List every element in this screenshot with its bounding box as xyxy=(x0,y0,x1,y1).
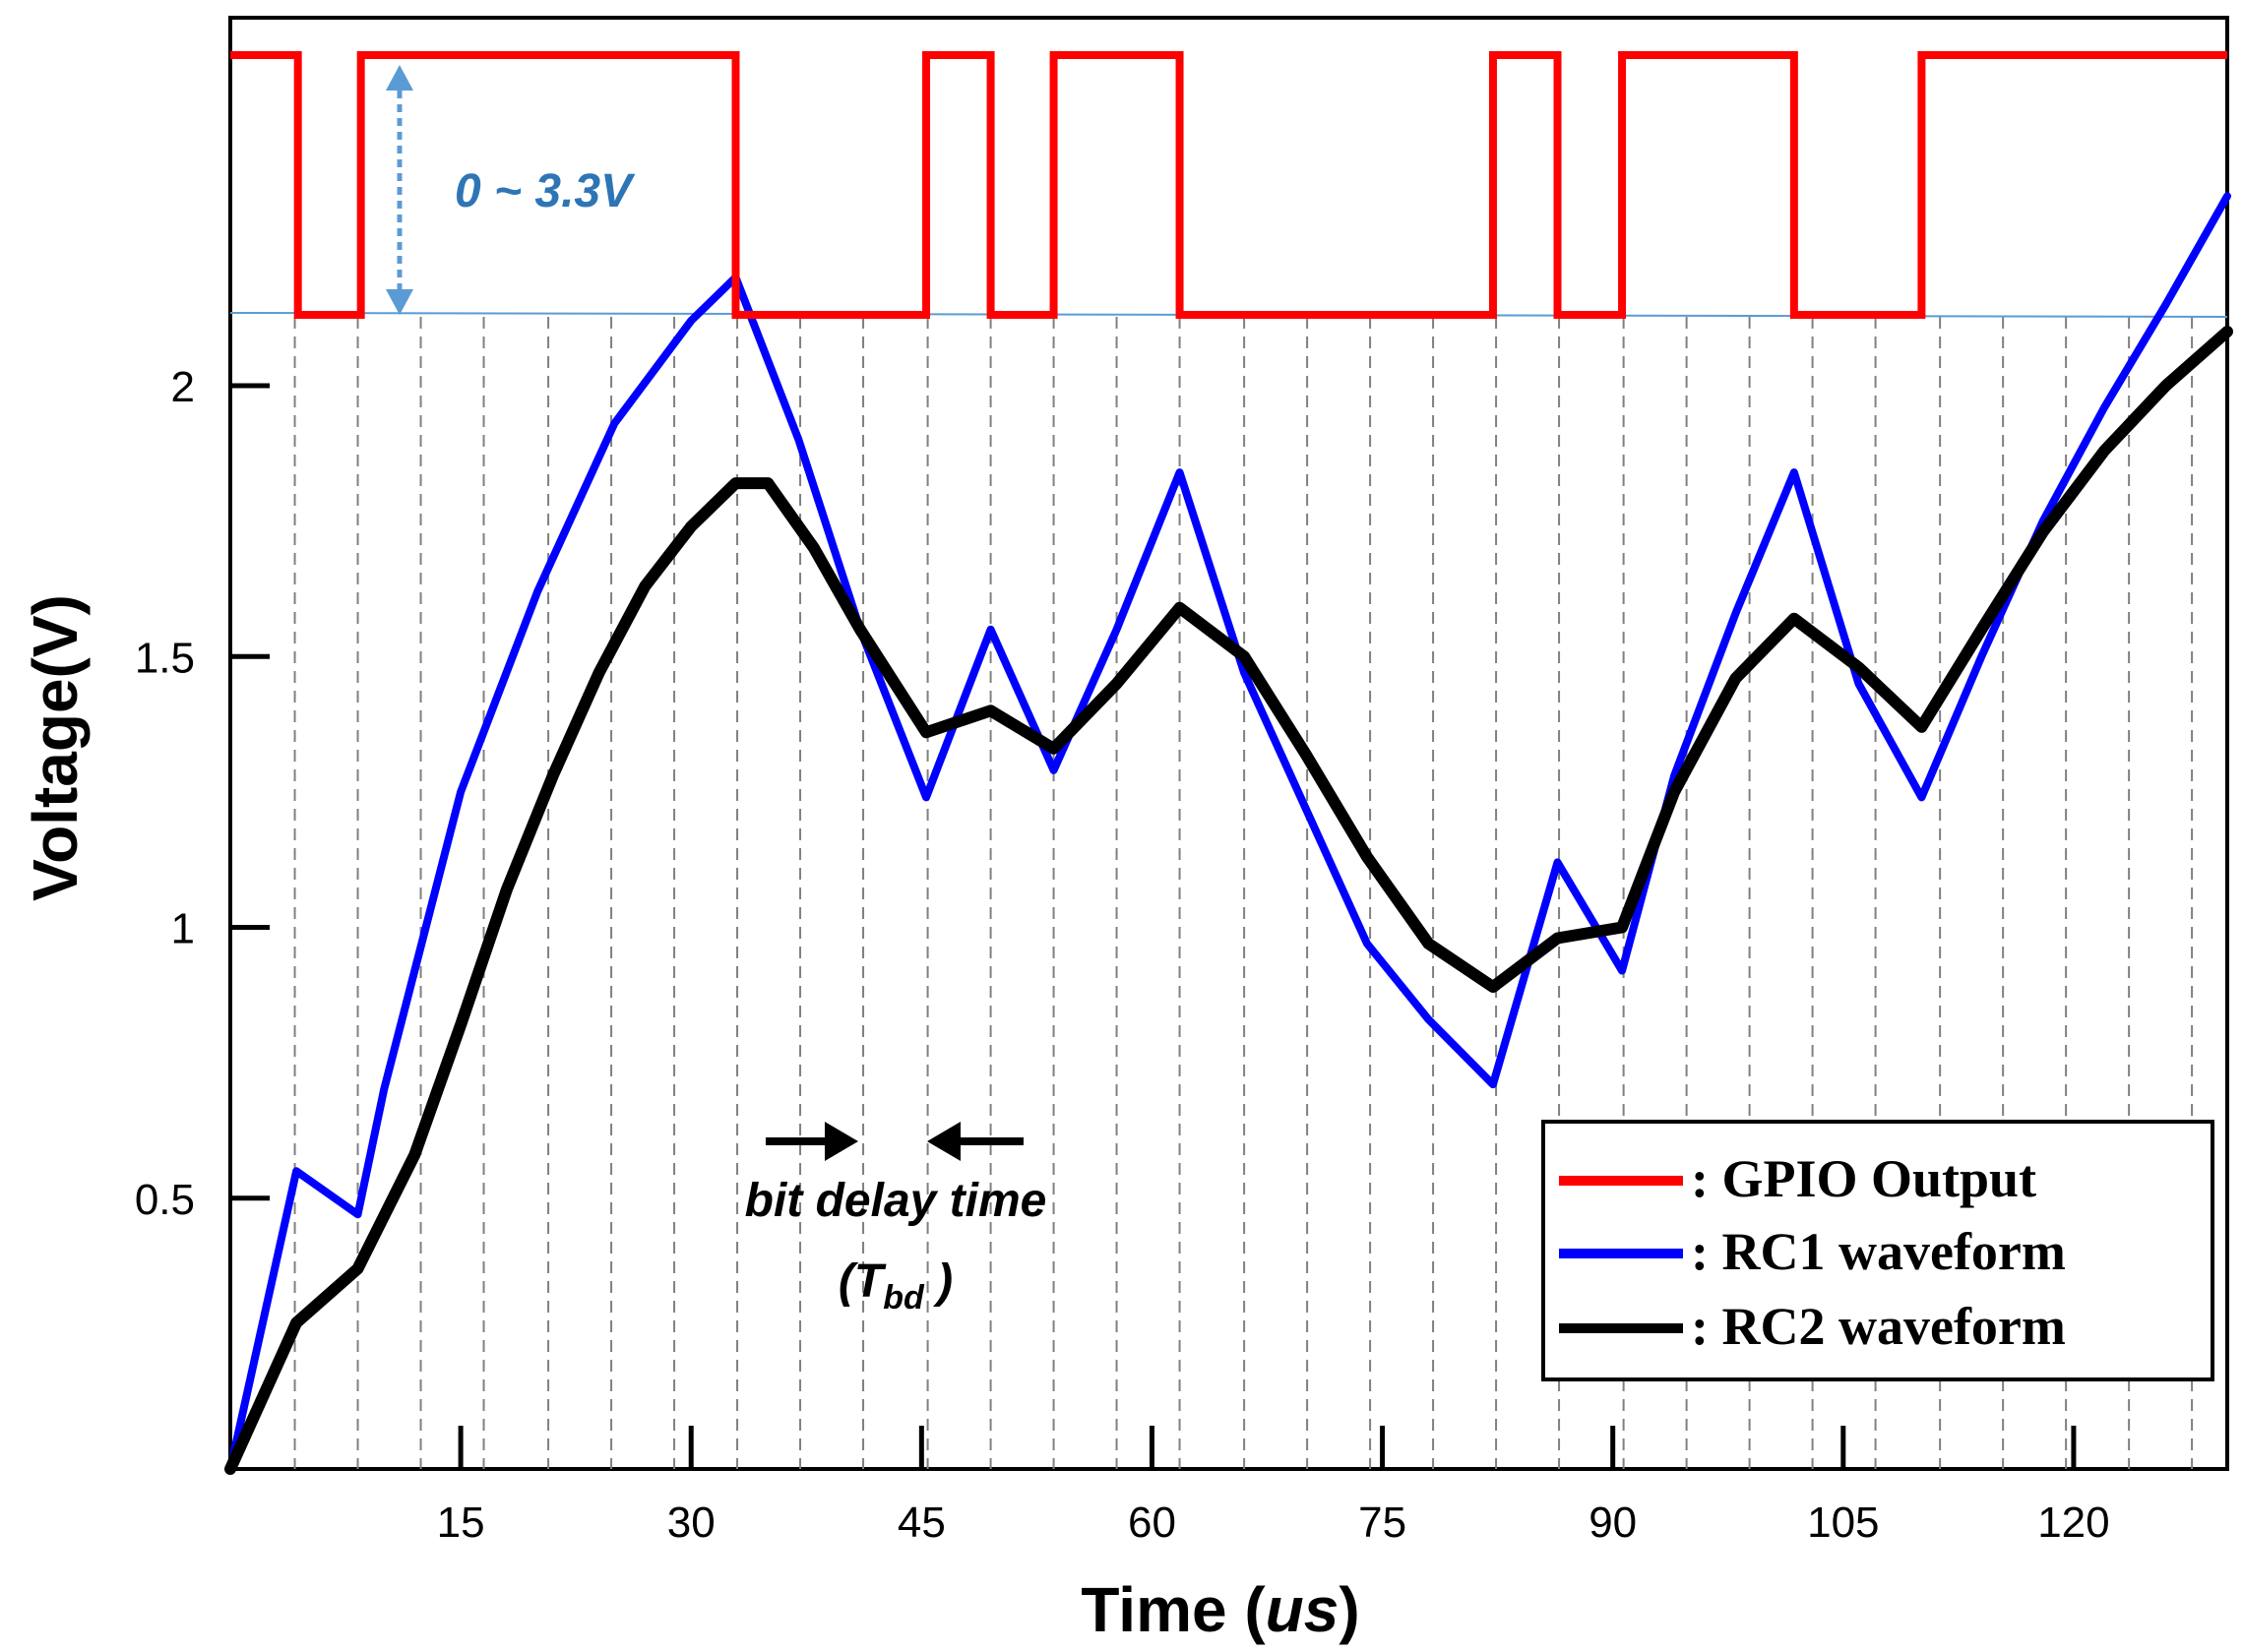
series-rc1-waveform xyxy=(226,192,2231,1473)
x-tick-label-30: 30 xyxy=(667,1499,716,1547)
tbd-open: ( xyxy=(839,1255,859,1308)
legend-label-rc2: : RC2 waveform xyxy=(1691,1297,2066,1356)
x-tick-label-120: 120 xyxy=(2037,1499,2109,1547)
gpio-voltage-note: 0 ~ 3.3V xyxy=(455,165,636,217)
x-axis-title-unit: us xyxy=(1266,1574,1340,1645)
x-tick-label-45: 45 xyxy=(898,1499,946,1547)
y-tick-label-1.5: 1.5 xyxy=(135,634,195,682)
bit-delay-arrows xyxy=(766,1122,1024,1161)
x-axis-title-text: Time ( xyxy=(1081,1574,1266,1645)
bit-delay-label: bit delay time xyxy=(745,1175,1047,1227)
x-axis-ticks: 15 30 45 60 75 90 105 120 xyxy=(437,1426,2110,1547)
y-tick-label-0.5: 0.5 xyxy=(135,1176,195,1224)
x-tick-label-60: 60 xyxy=(1128,1499,1176,1547)
series-rc2-waveform xyxy=(224,325,2233,1475)
bit-boundary-grid xyxy=(293,317,2194,1469)
tbd-label: (Tbd ) xyxy=(839,1255,953,1316)
y-axis-title: Voltage(V) xyxy=(20,594,91,901)
legend-label-gpio: : GPIO Output xyxy=(1691,1149,2036,1208)
tbd-close: ) xyxy=(924,1255,953,1308)
x-axis-title-close: ) xyxy=(1339,1574,1359,1645)
tbd-subscript: bd xyxy=(883,1279,925,1316)
x-tick-label-15: 15 xyxy=(437,1499,485,1547)
y-axis-ticks: 0.5 1 1.5 2 xyxy=(135,363,270,1224)
plot-frame xyxy=(228,16,2229,1471)
tbd-T: T xyxy=(854,1255,887,1308)
y-tick-label-2: 2 xyxy=(171,363,195,411)
legend: : GPIO Output : RC1 waveform : RC2 wavef… xyxy=(1541,1120,2214,1381)
x-tick-label-90: 90 xyxy=(1589,1499,1637,1547)
x-tick-label-105: 105 xyxy=(1807,1499,1879,1547)
y-tick-label-1: 1 xyxy=(171,905,195,953)
x-axis-title: Time (us) xyxy=(1081,1574,1359,1645)
x-tick-label-75: 75 xyxy=(1358,1499,1406,1547)
series-gpio-output xyxy=(230,51,2227,319)
series-layer xyxy=(224,51,2233,1475)
voltage-span-arrow xyxy=(386,65,413,315)
legend-label-rc1: : RC1 waveform xyxy=(1691,1222,2066,1281)
